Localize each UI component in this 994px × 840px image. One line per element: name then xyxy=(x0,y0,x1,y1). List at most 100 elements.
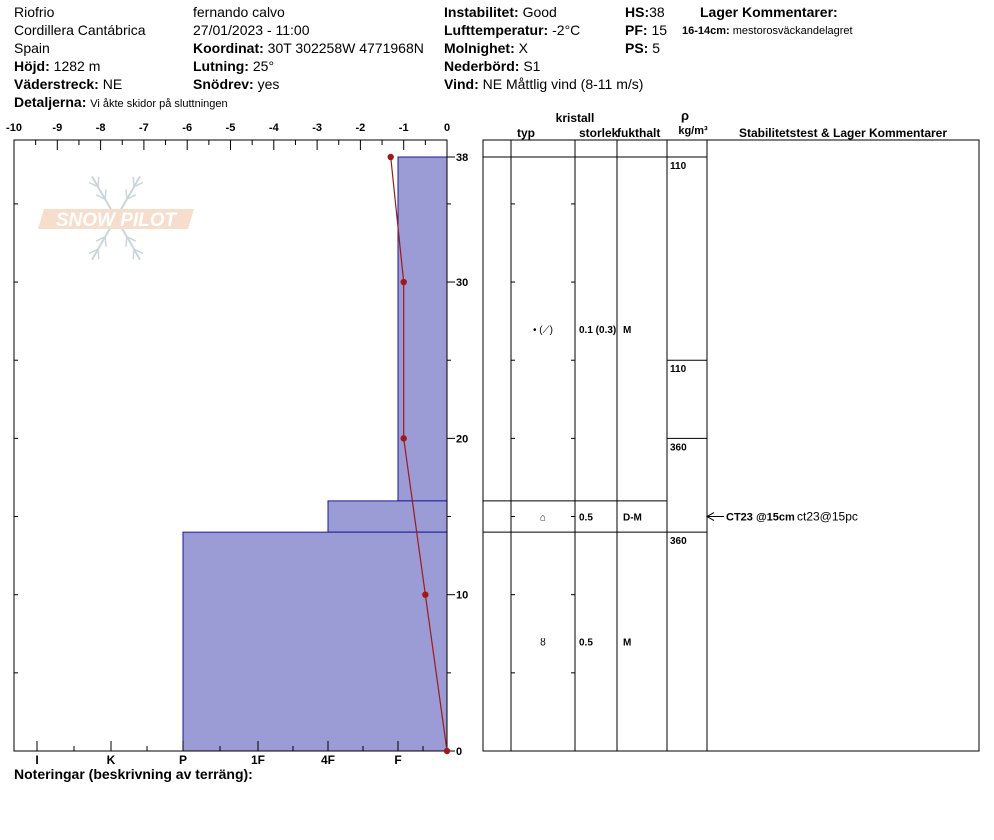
logo-snowflake-branch xyxy=(132,249,135,260)
snow-height: HS:38 xyxy=(625,4,665,20)
coordinates: Koordinat: 30T 302258W 4771968N xyxy=(193,40,424,56)
country: Spain xyxy=(14,40,50,56)
temp-tick-label: -2 xyxy=(356,122,366,134)
hardness-tick-label: 1F xyxy=(251,753,265,767)
hardness-tick-label: P xyxy=(179,753,187,767)
height-tick-label: 30 xyxy=(456,277,468,289)
temp-tick-label: -10 xyxy=(6,122,22,134)
wind-drift: Snödrev: yes xyxy=(193,76,280,92)
temperature-point xyxy=(400,435,407,442)
logo-snowflake-branch xyxy=(88,248,99,255)
logo-snowflake-branch xyxy=(71,211,81,219)
elevation: Höjd: 1282 m xyxy=(14,58,101,74)
details: Detaljerna: Vi åkte skidor på sluttninge… xyxy=(14,94,228,110)
height-tick-label: 20 xyxy=(456,433,468,445)
temperature-point xyxy=(400,278,407,286)
height-tick-label: 0 xyxy=(456,746,462,758)
temp-tick-label: -7 xyxy=(139,122,149,134)
col-header-size: storlek xyxy=(579,126,619,140)
notes-label: Noteringar (beskrivning av terräng): xyxy=(14,766,253,782)
penetration-ski: PS: 5 xyxy=(625,40,661,56)
logo-snowflake-branch xyxy=(85,211,95,219)
col-header-rho: ρ xyxy=(681,108,689,123)
logo-snowflake-branch xyxy=(126,194,137,200)
temp-tick-label: -1 xyxy=(399,122,409,134)
stability-test-label: CT23 @15cm xyxy=(726,512,795,524)
layer-grain-type: • (⟋) xyxy=(533,325,553,336)
temp-tick-label: 0 xyxy=(444,122,450,134)
logo-snowflake-branch xyxy=(71,217,81,225)
logo-snowflake-branch xyxy=(104,189,107,200)
hardness-bar xyxy=(327,500,448,533)
logo-snowflake-arm xyxy=(91,175,117,219)
aspect: Väderstreck: NE xyxy=(14,76,123,92)
logo-snowflake-arm xyxy=(115,175,141,219)
location: Riofrio xyxy=(14,4,55,20)
height-tick-label: 38 xyxy=(456,152,468,164)
snowpilot-logo: SNOW PILOT xyxy=(38,175,194,261)
temp-tick-label: -9 xyxy=(52,122,62,134)
temperature-point xyxy=(443,747,451,755)
stability-arrow-head xyxy=(705,512,715,521)
temp-tick-label: -4 xyxy=(269,122,280,134)
density-value: 110 xyxy=(670,364,687,375)
col-header-crystal: kristall xyxy=(556,111,595,125)
hardness-bar xyxy=(397,156,448,502)
logo-snowflake-arm xyxy=(91,217,117,261)
layer-grain-type: ȣ xyxy=(540,637,546,649)
air-temperature: Lufttemperatur: -2°C xyxy=(444,22,581,38)
layer-grain-size: 0.5 xyxy=(579,513,593,524)
col-header-density-unit: kg/m³ xyxy=(678,125,708,137)
logo-snowflake-branch xyxy=(133,248,144,255)
logo-text: SNOW PILOT xyxy=(56,210,178,231)
logo-snowflake-branch xyxy=(104,236,107,247)
sky-cover: Molnighet: X xyxy=(444,40,528,56)
logo-snowflake-branch xyxy=(88,181,99,188)
layer-comment: 16-14cm: mestorosväckandelagret xyxy=(682,25,853,37)
density-value: 360 xyxy=(670,536,687,547)
layer-grain-size: 0.1 (0.3) xyxy=(579,325,616,336)
logo-snowflake-branch xyxy=(133,181,144,188)
logo-snowflake-branch xyxy=(151,217,161,225)
logo-banner xyxy=(38,209,194,229)
temperature-point xyxy=(422,591,429,598)
hardness-tick-label: I xyxy=(35,753,38,767)
logo-snowflake-arm xyxy=(115,217,141,261)
layer-moisture: M xyxy=(623,325,631,336)
temp-tick-label: -5 xyxy=(226,122,236,134)
logo-snowflake-branch xyxy=(97,176,100,187)
slope-angle: Lutning: 25° xyxy=(193,58,275,74)
logo-snowflake-branch xyxy=(97,249,100,260)
datetime: 27/01/2023 - 11:00 xyxy=(193,22,310,38)
temp-tick-label: -6 xyxy=(182,122,192,134)
layer-grain-type: ⌂ xyxy=(540,513,546,524)
temp-tick-label: -3 xyxy=(312,122,322,134)
hardness-tick-label: K xyxy=(107,753,116,767)
hardness-tick-label: F xyxy=(394,753,401,767)
temperature-point xyxy=(387,153,394,161)
penetration-foot: PF: 15 xyxy=(625,22,668,38)
wind: Vind: NE Måttlig vind (8-11 m/s) xyxy=(444,76,644,92)
observer: fernando calvo xyxy=(193,4,285,20)
logo-snowflake-branch xyxy=(126,236,137,242)
logo-snowflake-branch xyxy=(137,211,147,219)
stability-test-comment: ct23@15pc xyxy=(797,510,858,524)
temp-tick-label: -8 xyxy=(96,122,106,134)
hardness-bar xyxy=(182,531,448,752)
layer-grain-size: 0.5 xyxy=(579,638,593,649)
logo-snowflake-branch xyxy=(151,211,161,219)
precipitation: Nederbörd: S1 xyxy=(444,58,541,74)
logo-snowflake-branch xyxy=(132,176,135,187)
logo-snowflake-branch xyxy=(125,189,128,200)
logo-snowflake-branch xyxy=(95,194,106,200)
hardness-tick-label: 4F xyxy=(321,753,335,767)
layer-moisture: M xyxy=(623,638,631,649)
height-tick-label: 10 xyxy=(456,590,468,602)
logo-snowflake-branch xyxy=(85,217,95,225)
col-header-moisture: fukthalt xyxy=(617,126,660,140)
logo-snowflake-branch xyxy=(125,236,128,247)
density-value: 360 xyxy=(670,442,687,453)
stability: Instabilitet: Good xyxy=(444,4,557,20)
layer-comments-title: Lager Kommentarer: xyxy=(700,4,838,20)
